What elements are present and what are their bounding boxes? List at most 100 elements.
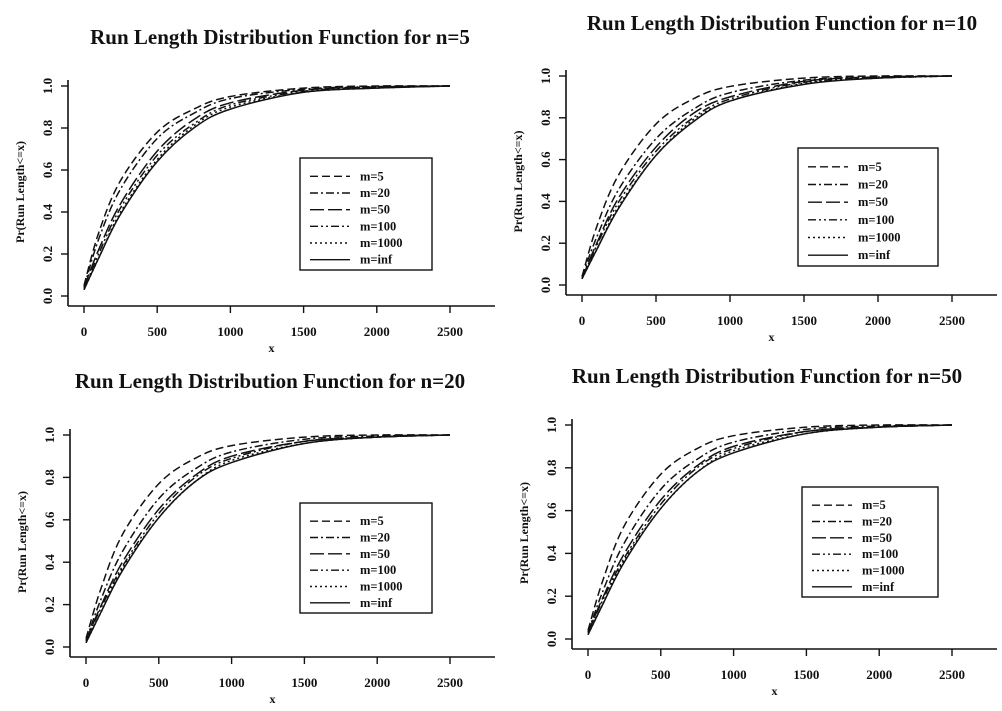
series-line-m=inf [581, 75, 953, 280]
y-tick-label: 0.2 [40, 246, 55, 262]
y-tick-label: 0.8 [40, 119, 55, 136]
y-tick-label: 0.4 [538, 193, 553, 210]
legend-label: m=inf [858, 248, 891, 262]
y-axis-label: Pr(Run Length<=x) [15, 491, 29, 593]
x-axis-label: x [270, 692, 276, 706]
legend-label: m=5 [862, 498, 886, 512]
x-tick-label: 500 [646, 313, 666, 328]
y-tick-label: 0.0 [40, 288, 55, 304]
y-tick-label: 1.0 [544, 417, 559, 433]
x-tick-label: 1000 [721, 667, 747, 682]
y-tick-label: 0.4 [544, 545, 559, 562]
legend-label: m=20 [360, 531, 390, 545]
chart-title: Run Length Distribution Function for n=1… [587, 11, 977, 35]
x-tick-label: 1500 [791, 313, 817, 328]
y-tick-label: 0.4 [40, 203, 55, 220]
x-tick-label: 2000 [865, 313, 891, 328]
series-line-m=5 [85, 434, 451, 639]
series-line-m=inf [85, 434, 451, 644]
x-tick-label: 0 [579, 313, 586, 328]
series-line-m=5 [581, 75, 953, 277]
chart-title: Run Length Distribution Function for n=2… [75, 369, 465, 393]
chart-title: Run Length Distribution Function for n=5 [90, 25, 470, 49]
series-line-m=20 [83, 85, 451, 288]
x-tick-label: 2000 [364, 324, 390, 339]
y-axis-label: Pr(Run Length<=x) [517, 482, 531, 584]
legend-label: m=1000 [360, 580, 403, 594]
y-tick-label: 0.0 [538, 277, 553, 293]
chart-panel-n50: Run Length Distribution Function for n=5… [502, 355, 1002, 706]
chart-panel-n10: Run Length Distribution Function for n=1… [502, 0, 1002, 355]
y-tick-label: 0.6 [40, 161, 55, 178]
x-tick-label: 2500 [939, 667, 965, 682]
y-tick-label: 0.8 [544, 459, 559, 476]
x-tick-label: 2000 [866, 667, 892, 682]
x-axis-label: x [269, 341, 275, 355]
y-tick-label: 1.0 [538, 68, 553, 84]
y-tick-label: 0.0 [42, 639, 57, 655]
chart-n5: Run Length Distribution Function for n=5… [13, 25, 495, 355]
y-tick-label: 1.0 [40, 78, 55, 94]
chart-n50: Run Length Distribution Function for n=5… [517, 364, 997, 698]
legend-label: m=1000 [862, 564, 905, 578]
series-line-m=50 [581, 75, 953, 280]
y-axis-label: Pr(Run Length<=x) [511, 130, 525, 232]
y-tick-label: 0.8 [538, 109, 553, 126]
x-axis-label: x [769, 330, 775, 344]
legend-label: m=50 [360, 203, 390, 217]
x-tick-label: 1000 [217, 324, 243, 339]
x-tick-label: 1000 [717, 313, 743, 328]
chart-n10: Run Length Distribution Function for n=1… [511, 11, 997, 344]
series-line-m=inf [83, 85, 451, 291]
x-tick-label: 500 [147, 324, 167, 339]
x-tick-label: 2500 [939, 313, 965, 328]
y-axis-label: Pr(Run Length<=x) [13, 141, 27, 243]
chart-title: Run Length Distribution Function for n=5… [572, 364, 962, 388]
legend-label: m=inf [360, 253, 393, 267]
legend-label: m=20 [858, 178, 888, 192]
x-tick-label: 0 [585, 667, 592, 682]
y-tick-label: 0.6 [538, 151, 553, 168]
legend-label: m=5 [360, 169, 384, 183]
y-tick-label: 0.8 [42, 469, 57, 486]
y-tick-label: 0.2 [544, 588, 559, 604]
y-tick-label: 0.2 [538, 235, 553, 251]
legend-label: m=20 [360, 186, 390, 200]
x-tick-label: 1500 [291, 675, 317, 690]
x-tick-label: 2000 [364, 675, 390, 690]
x-tick-label: 500 [149, 675, 169, 690]
series-line-m=inf [587, 424, 953, 636]
legend-label: m=50 [862, 531, 892, 545]
legend-label: m=inf [360, 596, 393, 610]
chart-panel-n20: Run Length Distribution Function for n=2… [0, 355, 500, 706]
x-tick-label: 0 [81, 324, 88, 339]
x-tick-label: 500 [651, 667, 671, 682]
series-line-m=50 [83, 85, 451, 288]
legend-label: m=5 [360, 514, 384, 528]
legend-label: m=100 [862, 547, 898, 561]
legend-label: m=5 [858, 160, 882, 174]
y-tick-label: 0.4 [42, 554, 57, 571]
x-tick-label: 2500 [437, 675, 463, 690]
y-tick-label: 0.6 [544, 502, 559, 519]
legend-label: m=50 [360, 547, 390, 561]
chart-n20: Run Length Distribution Function for n=2… [15, 369, 495, 706]
x-tick-label: 1500 [793, 667, 819, 682]
chart-panel-n5: Run Length Distribution Function for n=5… [0, 0, 500, 355]
x-tick-label: 0 [83, 675, 90, 690]
legend-label: m=20 [862, 515, 892, 529]
series-line-m=20 [581, 75, 953, 277]
legend-box [299, 502, 433, 614]
legend-label: m=100 [360, 219, 396, 233]
legend-label: m=100 [858, 213, 894, 227]
series-line-m=50 [587, 424, 953, 633]
series-line-m=5 [587, 424, 953, 631]
x-axis-label: x [772, 684, 778, 698]
legend-label: m=1000 [858, 231, 901, 245]
legend-label: m=inf [862, 580, 895, 594]
series-line-m=20 [587, 424, 953, 633]
legend-label: m=50 [858, 195, 888, 209]
y-tick-label: 0.2 [42, 596, 57, 612]
x-tick-label: 2500 [437, 324, 463, 339]
